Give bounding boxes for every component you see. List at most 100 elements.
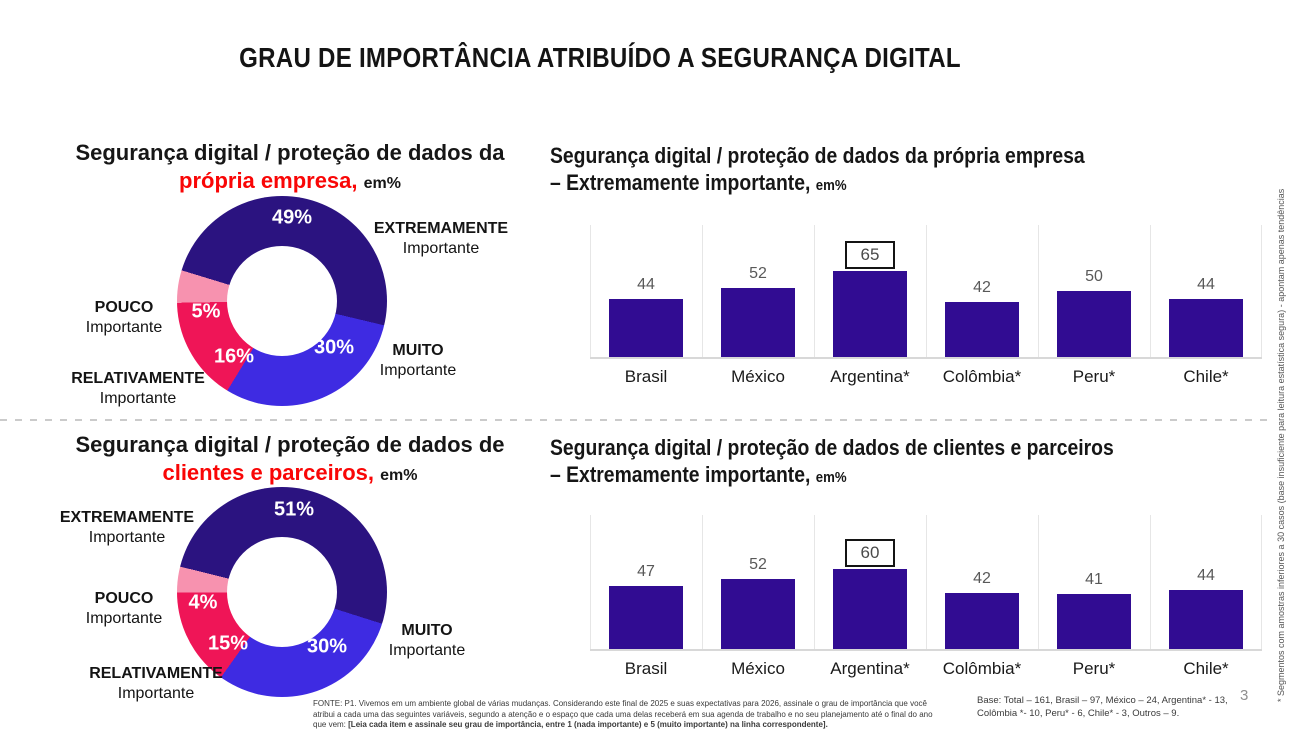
donut-title-unit: em% bbox=[363, 175, 401, 192]
bar-title-line2: – Extremamente importante, em% bbox=[550, 170, 847, 196]
dashed-divider bbox=[0, 419, 1272, 421]
bar-value-label: 52 bbox=[749, 265, 767, 283]
bar-Argentina* bbox=[833, 271, 907, 357]
donut-section-propria-empresa: Segurança digital / proteção de dados da… bbox=[40, 138, 540, 430]
segment-value-label: 15% bbox=[207, 632, 249, 655]
source-note-bold: [Leia cada item e assinale seu grau de i… bbox=[348, 720, 828, 730]
legend-label: RELATIVAMENTE bbox=[71, 370, 205, 387]
legend-label: RELATIVAMENTE bbox=[89, 665, 223, 682]
category-label: Peru* bbox=[1072, 367, 1116, 386]
category-label: Argentina* bbox=[830, 367, 910, 386]
category-label: Brasil bbox=[624, 367, 668, 386]
source-note-regular: FONTE: P1. Vivemos em um ambiente global… bbox=[313, 699, 933, 730]
bar-Colômbia* bbox=[945, 592, 1019, 649]
bar-value-label: 44 bbox=[1197, 275, 1215, 293]
page-title: GRAU DE IMPORTÂNCIA ATRIBUÍDO A SEGURANÇ… bbox=[239, 42, 961, 73]
base-note: Base: Total – 161, Brasil – 97, México –… bbox=[977, 695, 1228, 719]
category-label: Chile* bbox=[1183, 659, 1229, 678]
legend-label: EXTREMAMENTE bbox=[373, 220, 509, 237]
legend-sublabel: Importante bbox=[379, 361, 457, 379]
donut-title-line1: Segurança digital / proteção de dados da bbox=[75, 140, 505, 165]
gridline bbox=[814, 225, 815, 357]
legend-sublabel: Importante bbox=[85, 609, 163, 627]
bar-section-propria-empresa: Segurança digital / proteção de dados da… bbox=[550, 138, 1274, 408]
legend-label: EXTREMAMENTE bbox=[59, 509, 195, 526]
category-row: Brasil México Argentina* Colômbia* Peru* Chil… bbox=[590, 659, 1262, 679]
category-label: Chile* bbox=[1183, 367, 1229, 386]
legend-muito: MUITO Importante bbox=[337, 621, 517, 660]
legend-sublabel: Importante bbox=[85, 318, 163, 336]
bar-Colômbia* bbox=[945, 301, 1019, 357]
legend-sublabel: Importante bbox=[402, 239, 480, 257]
donut-title-line2: própria empresa, em% bbox=[40, 168, 540, 194]
bar-México bbox=[721, 579, 795, 649]
segment-value-label: 30% bbox=[306, 635, 348, 658]
bar-title-line1: Segurança digital / proteção de dados da… bbox=[550, 143, 1085, 168]
category-label: Argentina* bbox=[830, 659, 910, 678]
category-label: Colômbia* bbox=[942, 659, 1022, 678]
bar-value-label: 47 bbox=[637, 563, 655, 581]
bar-title-line2-text: – Extremamente importante, bbox=[550, 170, 811, 195]
bar-value-label: 44 bbox=[637, 275, 655, 293]
legend-extremamente: EXTREMAMENTE Importante bbox=[351, 219, 531, 258]
bar-value-label: 44 bbox=[1197, 567, 1215, 585]
bar-value-label: 52 bbox=[749, 556, 767, 574]
bar-section-clientes-parceiros: Segurança digital / proteção de dados de… bbox=[550, 430, 1274, 700]
bar-value-label: 65 bbox=[814, 241, 926, 270]
sample-size-side-note: * Segmentos com amostras inferiores a 30… bbox=[1276, 188, 1286, 702]
legend-muito: MUITO Importante bbox=[328, 341, 508, 380]
bar-title-line2-text: – Extremamente importante, bbox=[550, 462, 811, 487]
bar-title-unit: em% bbox=[815, 177, 847, 194]
bar-value-label: 50 bbox=[1085, 268, 1103, 285]
category-label: Colômbia* bbox=[942, 367, 1022, 386]
highlight-value-box: 60 bbox=[844, 538, 896, 567]
page-number: 3 bbox=[1240, 687, 1249, 704]
segment-value-label: 5% bbox=[191, 300, 221, 323]
gridline bbox=[1150, 225, 1151, 357]
segment-value-label: 16% bbox=[213, 345, 255, 368]
bar-Peru* bbox=[1057, 594, 1131, 649]
highlight-value-box: 65 bbox=[844, 241, 896, 270]
bar-value-label: 41 bbox=[1085, 571, 1103, 589]
gridline bbox=[1261, 515, 1262, 649]
legend-label: POUCO bbox=[94, 299, 154, 316]
legend-relativamente: RELATIVAMENTE Importante bbox=[66, 664, 246, 703]
legend-sublabel: Importante bbox=[88, 528, 166, 546]
category-row: Brasil México Argentina* Colômbia* Peru* Chil… bbox=[590, 367, 1262, 387]
legend-sublabel: Importante bbox=[99, 389, 177, 407]
gridline bbox=[590, 515, 591, 649]
legend-label: POUCO bbox=[94, 590, 154, 607]
bar-value-label: 42 bbox=[973, 278, 991, 296]
donut-chart-clientes-parceiros bbox=[177, 487, 387, 697]
gridline bbox=[1038, 515, 1039, 649]
bar-title-line2: – Extremamente importante, em% bbox=[550, 462, 847, 488]
bar-value-label: 60 bbox=[814, 538, 926, 567]
bar-Brasil bbox=[609, 298, 683, 357]
donut-hole bbox=[227, 246, 337, 356]
bar-value-label: 42 bbox=[973, 569, 991, 587]
donut-title-highlight: clientes e parceiros, bbox=[162, 460, 375, 485]
bar-Peru* bbox=[1057, 291, 1131, 357]
bar-Chile* bbox=[1169, 298, 1243, 357]
gridline bbox=[1150, 515, 1151, 649]
category-label: México bbox=[731, 659, 785, 678]
legend-pouco: POUCO Importante bbox=[34, 298, 214, 337]
donut-title-highlight: própria empresa, bbox=[179, 168, 358, 193]
bar-Argentina* bbox=[833, 568, 907, 649]
legend-extremamente: EXTREMAMENTE Importante bbox=[37, 508, 217, 547]
source-note: FONTE: P1. Vivemos em um ambiente global… bbox=[313, 699, 937, 731]
gridline bbox=[1261, 225, 1262, 357]
legend-label: MUITO bbox=[392, 342, 444, 359]
segment-value-label: 51% bbox=[273, 498, 315, 521]
segment-value-label: 4% bbox=[188, 591, 218, 614]
segment-value-label: 30% bbox=[313, 336, 355, 359]
legend-sublabel: Importante bbox=[117, 684, 195, 702]
gridline bbox=[1038, 225, 1039, 357]
bar-plot: 44 52 65 42 50 44 bbox=[590, 225, 1262, 359]
gridline bbox=[926, 225, 927, 357]
legend-relativamente: RELATIVAMENTE Importante bbox=[48, 369, 228, 408]
gridline bbox=[590, 225, 591, 357]
legend-pouco: POUCO Importante bbox=[34, 589, 214, 628]
legend-sublabel: Importante bbox=[388, 641, 466, 659]
